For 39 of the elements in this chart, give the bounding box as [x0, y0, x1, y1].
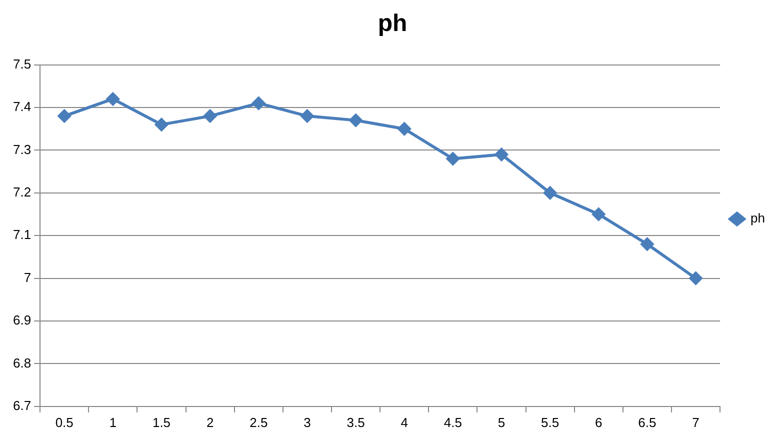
y-tick-label: 7.1	[12, 227, 32, 242]
point	[252, 96, 266, 110]
y-tick-label: 7.2	[12, 184, 32, 200]
point	[640, 238, 654, 251]
point	[494, 148, 508, 161]
point	[300, 110, 314, 123]
y-tick-label: 7.3	[12, 142, 32, 157]
y-tick-label: 7.4	[12, 99, 32, 114]
point	[446, 152, 460, 166]
x-tick-label: 0.5	[55, 414, 74, 430]
x-tick-label: 5.5	[541, 414, 560, 430]
x-tick-label: 5	[498, 414, 506, 430]
point	[349, 114, 362, 127]
x-tick-label: 4	[400, 414, 408, 430]
point	[398, 122, 411, 136]
point	[154, 118, 168, 132]
y-tick-label: 6.7	[12, 398, 32, 413]
y-tick-label: 6.9	[12, 312, 32, 328]
y-tick-label: 7	[24, 270, 32, 285]
x-tick-label: 4.5	[444, 414, 462, 430]
point	[592, 208, 606, 221]
chart-title: ph	[378, 10, 408, 38]
y-tick-label: 7.5	[12, 56, 32, 72]
x-tick-label: 3.5	[346, 414, 365, 430]
x-tick-label: 3	[304, 414, 311, 430]
x-tick-label: 6.5	[638, 414, 656, 430]
legend-label: ph	[750, 210, 766, 226]
x-tick-label: 6	[595, 414, 602, 430]
x-tick-label: 2.5	[250, 414, 268, 430]
x-tick-label: 1.5	[152, 414, 171, 430]
point	[58, 110, 71, 123]
y-tick-label: 6.8	[12, 355, 32, 370]
x-tick-label: 1	[109, 414, 117, 430]
point	[689, 272, 702, 285]
x-tick-label: 7	[692, 414, 700, 430]
point	[204, 110, 217, 123]
x-tick-label: 2	[206, 414, 214, 430]
point	[106, 92, 120, 106]
point	[544, 186, 557, 200]
